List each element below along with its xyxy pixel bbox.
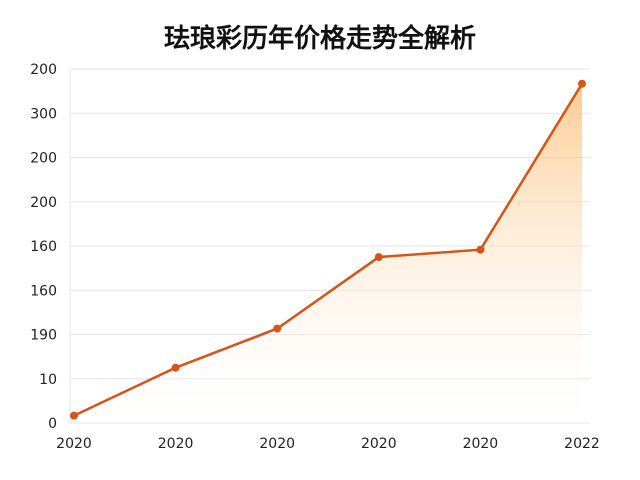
- data-point[interactable]: [578, 79, 586, 88]
- y-tick-label: 160: [30, 239, 57, 255]
- y-tick-label: 200: [30, 151, 57, 167]
- data-point[interactable]: [476, 245, 485, 254]
- y-tick-label: 160: [30, 283, 57, 299]
- x-tick-label: 2022: [564, 436, 600, 452]
- data-point[interactable]: [374, 253, 383, 262]
- data-point[interactable]: [70, 411, 78, 420]
- y-tick-label: 200: [30, 62, 57, 78]
- y-tick-label: 190: [30, 328, 57, 344]
- x-tick-label: 2020: [463, 436, 499, 452]
- data-point[interactable]: [273, 324, 282, 333]
- x-tick-label: 2020: [361, 436, 397, 452]
- y-tick-label: 10: [39, 372, 57, 388]
- y-tick-label: 300: [30, 106, 57, 122]
- y-tick-label: 200: [30, 195, 57, 211]
- y-tick-label: 0: [48, 416, 57, 432]
- x-tick-label: 2020: [158, 436, 194, 452]
- x-tick-label: 2020: [56, 436, 92, 452]
- x-tick-label: 2020: [259, 436, 295, 452]
- series-area: [74, 83, 582, 423]
- chart-title: 珐琅彩历年价格走势全解析: [163, 24, 476, 54]
- series-line: [73, 83, 584, 417]
- data-point[interactable]: [171, 363, 180, 372]
